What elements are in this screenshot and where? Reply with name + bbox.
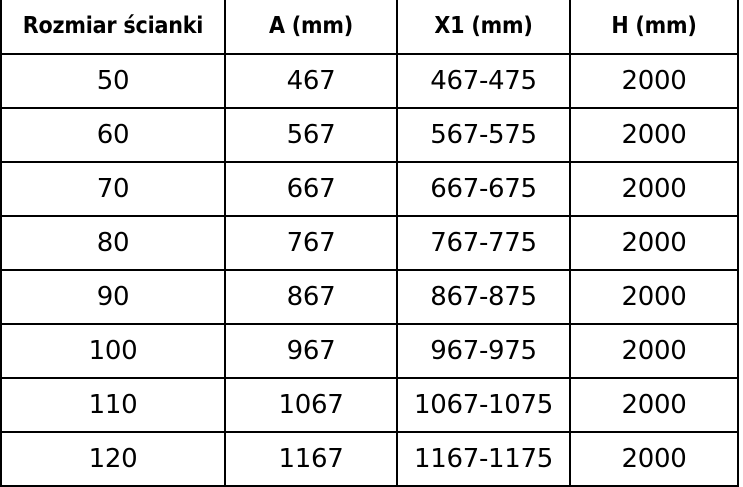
cell-a: 667 [225,162,398,217]
cell-x1: 1167-1175 [397,432,571,486]
cell-wall-size: 50 [1,54,226,109]
cell-a: 1067 [225,378,398,433]
cell-h: 2000 [570,162,738,217]
cell-h: 2000 [570,324,738,379]
column-header-a: A (mm) [225,0,398,55]
column-header-x1: X1 (mm) [397,0,571,55]
cell-h: 2000 [570,108,738,163]
cell-wall-size: 80 [1,216,226,271]
cell-x1: 467-475 [397,54,571,109]
cell-a: 867 [225,270,398,325]
cell-a: 767 [225,216,398,271]
cell-wall-size: 60 [1,108,226,163]
table-row: 90 867 867-875 2000 [1,270,738,325]
cell-wall-size: 100 [1,324,226,379]
cell-h: 2000 [570,216,738,271]
table-row: 50 467 467-475 2000 [1,54,738,109]
table-row: 70 667 667-675 2000 [1,162,738,217]
table-body: 50 467 467-475 2000 60 567 567-575 2000 … [1,54,738,486]
cell-h: 2000 [570,54,738,109]
table-row: 60 567 567-575 2000 [1,108,738,163]
cell-wall-size: 110 [1,378,226,433]
cell-a: 467 [225,54,398,109]
table-row: 110 1067 1067-1075 2000 [1,378,738,433]
column-header-h: H (mm) [570,0,738,55]
cell-h: 2000 [621,444,687,474]
cell-h: 2000 [570,378,738,433]
cell-a: 567 [225,108,398,163]
cell-x1: 667-675 [397,162,571,217]
cell-x1: 867-875 [397,270,571,325]
cell-h: 2000 [570,270,738,325]
cell-a: 1167 [225,432,398,486]
cell-a: 967 [225,324,398,379]
cell-x1: 967-975 [397,324,571,379]
cell-x1: 567-575 [397,108,571,163]
cell-wall-size: 70 [1,162,226,217]
cell-x1: 1067-1075 [397,378,571,433]
table-row: 80 767 767-775 2000 [1,216,738,271]
table-header: Rozmiar ścianki A (mm) X1 (mm) H (mm) [1,0,738,55]
table-header-row: Rozmiar ścianki A (mm) X1 (mm) H (mm) [1,0,738,55]
column-header-wall-size: Rozmiar ścianki [1,0,226,55]
cell-x1: 767-775 [397,216,571,271]
cell-wall-size: 120 [1,432,226,486]
table-row: 100 967 967-975 2000 [1,324,738,379]
table-row: 120 1167 1167-1175 2000 [1,432,738,486]
cell-wall-size: 90 [1,270,226,325]
